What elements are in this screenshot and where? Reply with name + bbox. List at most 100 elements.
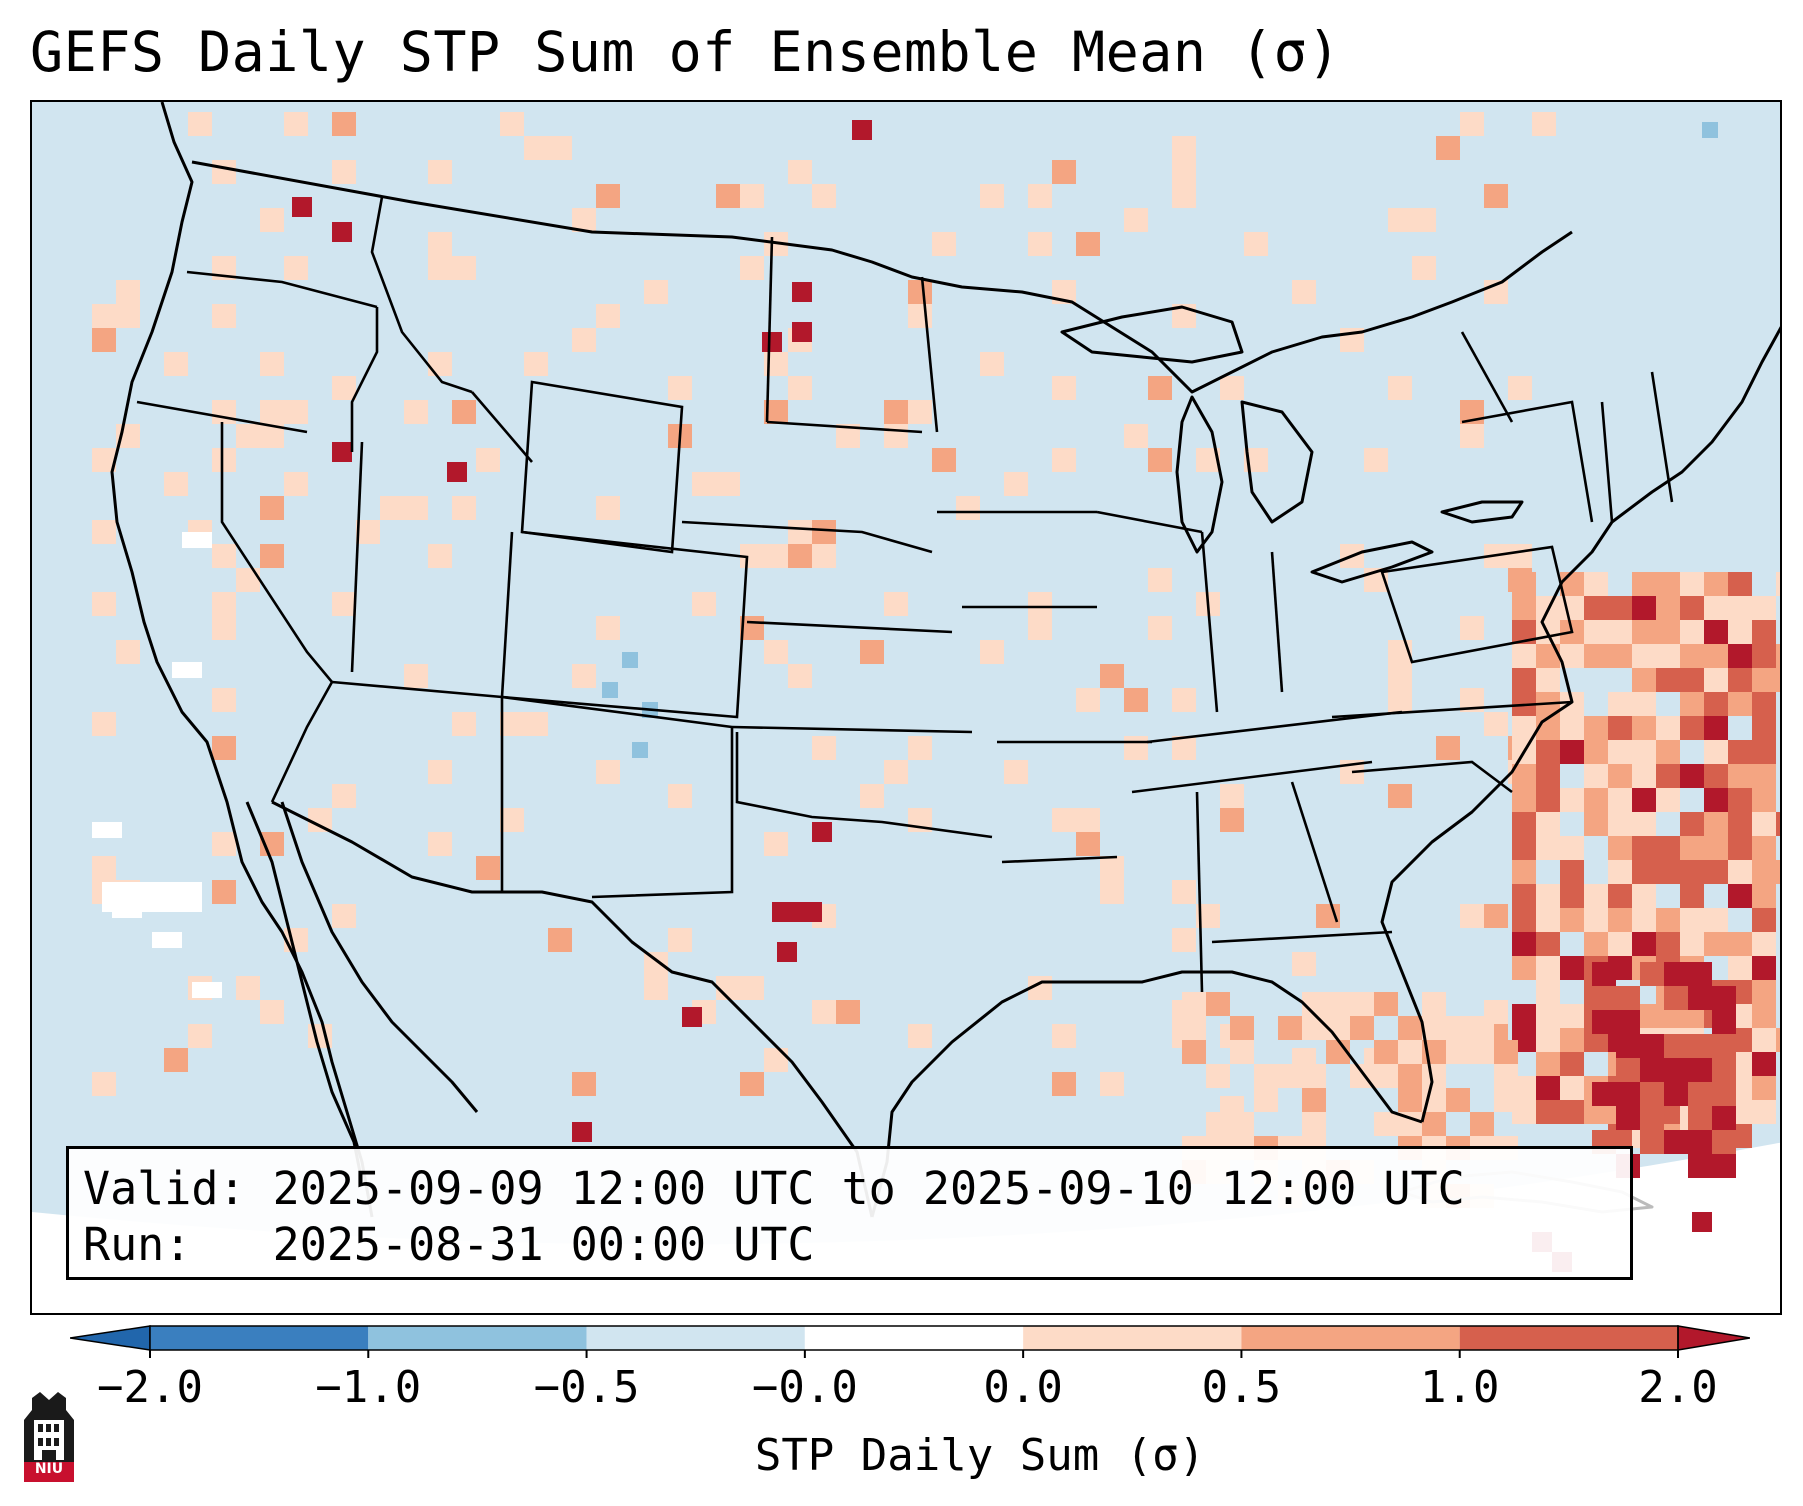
anomaly-cell (1388, 376, 1412, 400)
anomaly-cell (284, 472, 308, 496)
anomaly-cell (1712, 1058, 1736, 1082)
anomaly-cell (1632, 836, 1656, 860)
anomaly-cell (1292, 952, 1316, 976)
anomaly-cell (1560, 572, 1584, 596)
anomaly-cell (1656, 836, 1680, 860)
anomaly-cell (332, 442, 352, 462)
anomaly-cell (596, 760, 620, 784)
anomaly-cell (602, 682, 618, 698)
ca-nv-border (220, 422, 334, 803)
anomaly-cell (1422, 1064, 1446, 1088)
anomaly-cell (682, 1007, 702, 1027)
anomaly-cell (740, 184, 764, 208)
ny-border (1461, 400, 1594, 523)
anomaly-cell (1536, 1028, 1560, 1052)
anomaly-cell (1536, 740, 1560, 764)
anomaly-cell (236, 976, 260, 1000)
anomaly-cell (452, 256, 476, 280)
anomaly-cell (1728, 788, 1752, 812)
anomaly-cell (1584, 932, 1608, 956)
colorbar-segment (150, 1326, 369, 1350)
anomaly-cell (192, 982, 222, 998)
anomaly-cell (500, 712, 524, 736)
anomaly-cell (1364, 448, 1388, 472)
anomaly-cell (1028, 232, 1052, 256)
anomaly-cell (1680, 596, 1704, 620)
anomaly-cell (1688, 1058, 1712, 1082)
anomaly-cell (1656, 908, 1680, 932)
anomaly-cell (860, 784, 884, 808)
fl-north-border (1211, 930, 1393, 944)
anomaly-cell (1704, 572, 1728, 596)
anomaly-cell (1656, 740, 1680, 764)
in-oh-border (1270, 551, 1284, 693)
anomaly-cell (1752, 932, 1776, 956)
anomaly-cell (1388, 688, 1412, 712)
anomaly-cell (1172, 880, 1196, 904)
anomaly-cell (1398, 1088, 1422, 1112)
anomaly-cell (1656, 932, 1680, 956)
anomaly-cell (1374, 1040, 1398, 1064)
anomaly-cell (92, 856, 116, 880)
anomaly-cell (908, 736, 932, 760)
anomaly-cell (260, 496, 284, 520)
anomaly-cell (1592, 962, 1616, 986)
anomaly-cell (1560, 1100, 1584, 1124)
anomaly-cell (1124, 688, 1148, 712)
anomaly-cell (1752, 764, 1776, 788)
anomaly-cell (260, 1000, 284, 1024)
anomaly-cell (92, 712, 116, 736)
anomaly-cell (1052, 160, 1076, 184)
anomaly-cell (1508, 544, 1532, 568)
anomaly-cell (1704, 860, 1728, 884)
anomaly-cell (1494, 1040, 1518, 1064)
anomaly-cell (102, 882, 202, 912)
anomaly-cell (1422, 1016, 1446, 1040)
anomaly-cell (164, 1048, 188, 1072)
anomaly-cell (1512, 572, 1536, 596)
or-ca-border (136, 400, 308, 434)
id-mt-border (370, 196, 473, 394)
anomaly-cell (428, 256, 452, 280)
anomaly-cell (1052, 1072, 1076, 1096)
anomaly-cell (1076, 832, 1100, 856)
anomaly-cell (1052, 1024, 1076, 1048)
anomaly-cell (1076, 808, 1100, 832)
anomaly-cell (1244, 232, 1268, 256)
colorbar-outline (149, 1325, 1679, 1351)
anomaly-cell (1512, 860, 1536, 884)
anomaly-cell (1752, 740, 1776, 764)
anomaly-cell (92, 592, 116, 616)
anomaly-cell (1220, 808, 1244, 832)
anomaly-cell (1680, 884, 1704, 908)
anomaly-cell (1536, 1076, 1560, 1100)
anomaly-cell (1752, 1100, 1776, 1124)
anomaly-cell (1052, 808, 1076, 832)
ky-tn-border (1146, 710, 1403, 744)
anomaly-cell (1632, 764, 1656, 788)
anomaly-cell (1004, 760, 1028, 784)
nv-ut-border (350, 441, 364, 673)
anomaly-cell (1182, 1040, 1206, 1064)
anomaly-cell (1592, 1010, 1616, 1034)
anomaly-cell (1728, 764, 1752, 788)
colorbar-tick-label: −2.0 (97, 1362, 203, 1413)
anomaly-cell (428, 544, 452, 568)
anomaly-cell (172, 662, 202, 678)
anomaly-cell (908, 280, 932, 304)
anomaly-cell (164, 472, 188, 496)
wy-top-border (471, 391, 533, 463)
anomaly-cell (1712, 1034, 1736, 1058)
anomaly-cell (1712, 1082, 1736, 1106)
anomaly-cell (1278, 1064, 1302, 1088)
va-nc-border (1331, 700, 1573, 719)
anomaly-cell (1004, 472, 1028, 496)
anomaly-cell (1584, 716, 1608, 740)
anomaly-cell (812, 736, 836, 760)
anomaly-cell (1680, 812, 1704, 836)
anomaly-cell (572, 1072, 596, 1096)
anomaly-cell (428, 232, 452, 256)
anomaly-cell (212, 400, 236, 424)
anomaly-cell (1608, 788, 1632, 812)
anomaly-cell (1536, 956, 1560, 980)
